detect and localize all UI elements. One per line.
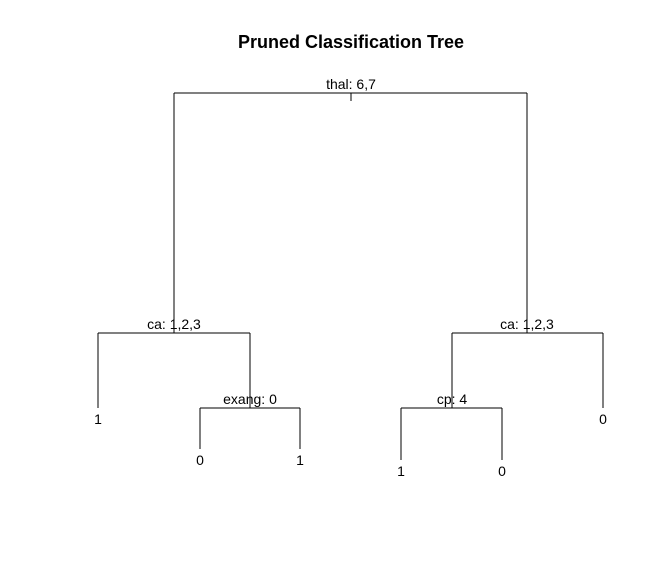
right-left-split-label: cp: 4 <box>437 391 468 407</box>
leaf-left-right-right: 1 <box>296 452 304 468</box>
leaf-left-right-left: 0 <box>196 452 204 468</box>
diagram-title: Pruned Classification Tree <box>238 32 464 52</box>
left-split-label: ca: 1,2,3 <box>147 316 201 332</box>
right-split-label: ca: 1,2,3 <box>500 316 554 332</box>
left-right-split-label: exang: 0 <box>223 391 277 407</box>
leaf-right-right: 0 <box>599 411 607 427</box>
leaf-right-left-right: 0 <box>498 463 506 479</box>
node-root: thal: 6,7 <box>173 76 528 333</box>
root-split-label: thal: 6,7 <box>326 76 376 92</box>
node-right: ca: 1,2,3 <box>451 316 604 408</box>
node-left-right: exang: 0 <box>199 391 301 449</box>
leaf-left-left: 1 <box>94 411 102 427</box>
leaf-right-left-left: 1 <box>397 463 405 479</box>
node-left: ca: 1,2,3 <box>97 316 251 408</box>
node-right-left: cp: 4 <box>400 391 503 460</box>
